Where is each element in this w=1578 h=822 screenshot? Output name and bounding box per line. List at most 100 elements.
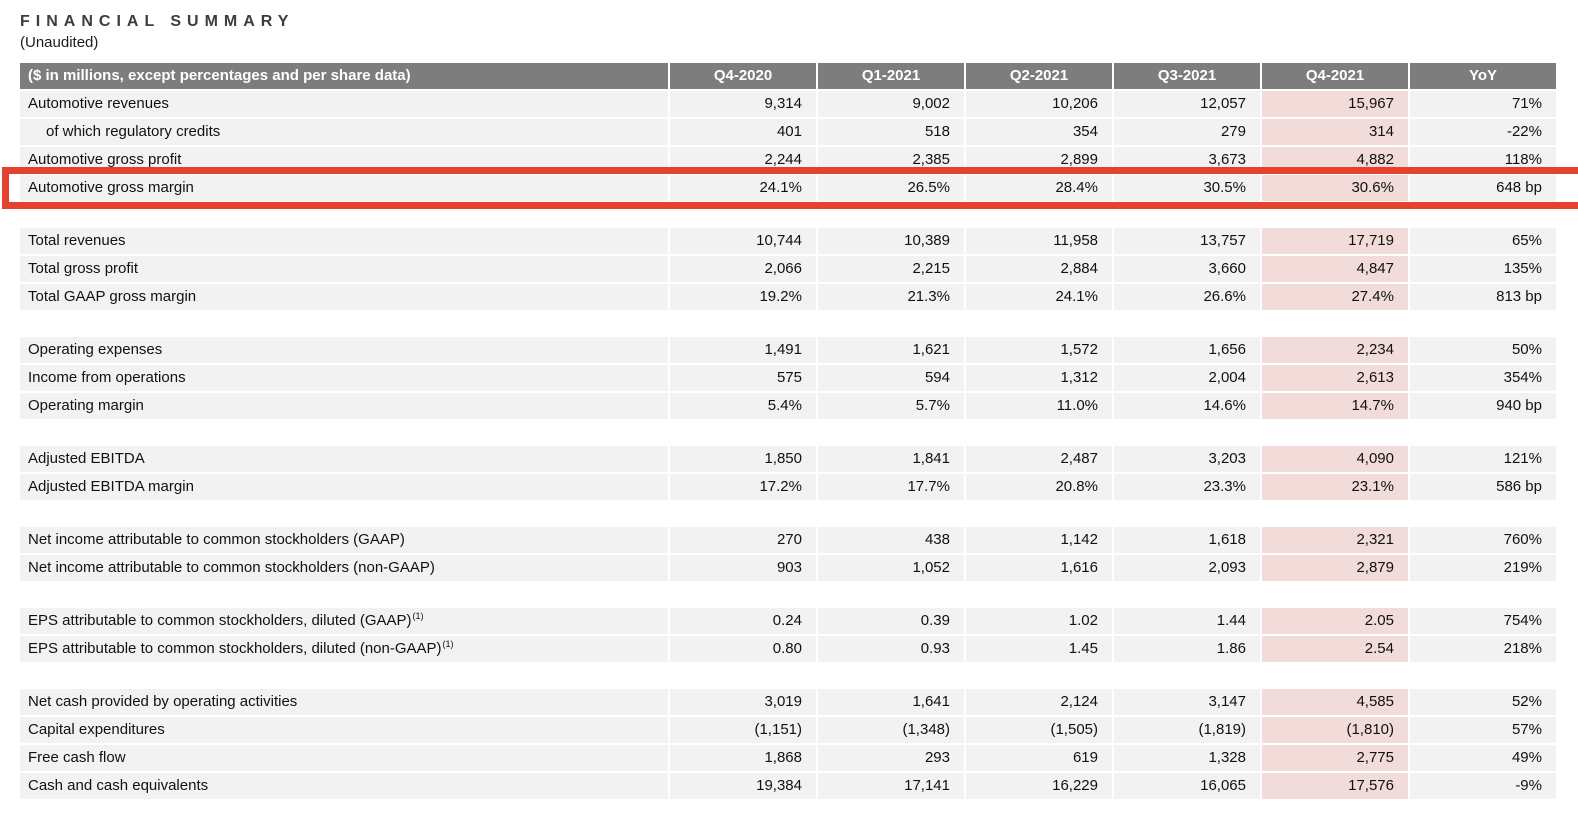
cell-q3-2021: 279 (1112, 119, 1260, 145)
cell-q1-2021: 21.3% (816, 284, 964, 310)
row-label: Income from operations (20, 365, 668, 391)
cell-q4-2021: 2,613 (1260, 365, 1408, 391)
cell-yoy: 57% (1408, 717, 1556, 743)
cell-q1-2021: (1,348) (816, 717, 964, 743)
table-row: Cash and cash equivalents 19,384 17,141 16,… (20, 773, 1556, 799)
table-row: Automotive revenues 9,314 9,002 10,206 12,05… (20, 91, 1556, 117)
table-row: Operating margin 5.4% 5.7% 11.0% 14.6% 14.7% 9… (20, 393, 1556, 419)
table-row: Automotive gross margin 24.1% 26.5% 28.4% 30… (2, 167, 1578, 209)
cell-yoy: 940 bp (1408, 393, 1556, 419)
table-section: Operating expenses 1,491 1,621 1,572 1,656 2,… (20, 337, 1556, 419)
cell-q2-2021: 10,206 (964, 91, 1112, 117)
cell-q2-2021: 1.02 (964, 608, 1112, 634)
cell-q4-2021: 4,882 (1260, 147, 1408, 173)
header-col-q4-2020: Q4-2020 (668, 63, 816, 89)
header-col-q3-2021: Q3-2021 (1112, 63, 1260, 89)
cell-q1-2021: 17.7% (816, 474, 964, 500)
table-row: of which regulatory credits 401 518 354 279 3… (20, 119, 1556, 145)
table-row: EPS attributable to common stockholders,… (20, 636, 1556, 662)
cell-q4-2020: 19,384 (668, 773, 816, 799)
cell-q3-2021: 1,656 (1112, 337, 1260, 363)
cell-q4-2020: (1,151) (668, 717, 816, 743)
table-row: Automotive gross profit 2,244 2,385 2,899 3,… (20, 147, 1556, 173)
cell-q4-2021: 2,879 (1260, 555, 1408, 581)
cell-q2-2021: 2,899 (964, 147, 1112, 173)
cell-q4-2020: 17.2% (668, 474, 816, 500)
cell-q2-2021: 1,312 (964, 365, 1112, 391)
cell-yoy: 760% (1408, 527, 1556, 553)
cell-q2-2021: 619 (964, 745, 1112, 771)
cell-q4-2020: 19.2% (668, 284, 816, 310)
cell-yoy: 71% (1408, 91, 1556, 117)
table-section: Total revenues 10,744 10,389 11,958 13,757 17… (20, 228, 1556, 310)
table-row: EPS attributable to common stockholders,… (20, 608, 1556, 634)
cell-q2-2021: 20.8% (964, 474, 1112, 500)
cell-yoy: 813 bp (1408, 284, 1556, 310)
cell-q1-2021: 9,002 (816, 91, 964, 117)
header-col-yoy: YoY (1408, 63, 1556, 89)
cell-q4-2021: 2,321 (1260, 527, 1408, 553)
cell-yoy: 52% (1408, 689, 1556, 715)
cell-q3-2021: 1.44 (1112, 608, 1260, 634)
cell-q2-2021: 11.0% (964, 393, 1112, 419)
cell-q4-2021: 4,847 (1260, 256, 1408, 282)
cell-q3-2021: 14.6% (1112, 393, 1260, 419)
cell-q3-2021: 3,203 (1112, 446, 1260, 472)
cell-q4-2021: 2,234 (1260, 337, 1408, 363)
cell-q4-2021: 23.1% (1260, 474, 1408, 500)
cell-q4-2021: 30.6% (1260, 175, 1408, 201)
cell-q3-2021: 12,057 (1112, 91, 1260, 117)
table-section: Automotive revenues 9,314 9,002 10,206 12,05… (2, 91, 1578, 209)
table-row: Total revenues 10,744 10,389 11,958 13,757 17… (20, 228, 1556, 254)
cell-q2-2021: (1,505) (964, 717, 1112, 743)
cell-q3-2021: (1,819) (1112, 717, 1260, 743)
footnote-marker: (1) (412, 611, 424, 621)
cell-q3-2021: 26.6% (1112, 284, 1260, 310)
cell-q4-2021: (1,810) (1260, 717, 1408, 743)
cell-yoy: 135% (1408, 256, 1556, 282)
cell-q1-2021: 17,141 (816, 773, 964, 799)
cell-q4-2021: 2.54 (1260, 636, 1408, 662)
row-label: Capital expenditures (20, 717, 668, 743)
cell-q1-2021: 0.93 (816, 636, 964, 662)
cell-q4-2020: 1,868 (668, 745, 816, 771)
cell-q4-2020: 24.1% (668, 175, 816, 201)
table-section: Net income attributable to common stockh… (20, 527, 1556, 581)
cell-q4-2020: 1,491 (668, 337, 816, 363)
page-subtitle: (Unaudited) (20, 34, 99, 51)
table-row: Operating expenses 1,491 1,621 1,572 1,656 2,… (20, 337, 1556, 363)
cell-q4-2021: 15,967 (1260, 91, 1408, 117)
cell-q1-2021: 1,841 (816, 446, 964, 472)
cell-q2-2021: 16,229 (964, 773, 1112, 799)
table-section: EPS attributable to common stockholders,… (20, 608, 1556, 662)
page-title: FINANCIAL SUMMARY (20, 13, 295, 30)
cell-q4-2020: 3,019 (668, 689, 816, 715)
row-label: Net income attributable to common stockh… (20, 555, 668, 581)
cell-yoy: 50% (1408, 337, 1556, 363)
row-label: Total revenues (20, 228, 668, 254)
cell-q2-2021: 1,572 (964, 337, 1112, 363)
cell-q2-2021: 2,124 (964, 689, 1112, 715)
header-col-q4-2021: Q4-2021 (1260, 63, 1408, 89)
row-label: Net income attributable to common stockh… (20, 527, 668, 553)
cell-q1-2021: 1,052 (816, 555, 964, 581)
row-label: Automotive gross profit (20, 147, 668, 173)
cell-q2-2021: 1,142 (964, 527, 1112, 553)
table-body: Automotive revenues 9,314 9,002 10,206 12,05… (2, 91, 1578, 799)
cell-q4-2020: 401 (668, 119, 816, 145)
table-row: Net cash provided by operating activitie… (20, 689, 1556, 715)
cell-q4-2020: 270 (668, 527, 816, 553)
table-row: Total GAAP gross margin 19.2% 21.3% 24.1% 26… (20, 284, 1556, 310)
table-row: Net income attributable to common stockh… (20, 527, 1556, 553)
cell-q4-2020: 903 (668, 555, 816, 581)
table-section: Net cash provided by operating activitie… (20, 689, 1556, 799)
cell-yoy: 121% (1408, 446, 1556, 472)
cell-q4-2021: 14.7% (1260, 393, 1408, 419)
cell-q4-2021: 17,576 (1260, 773, 1408, 799)
cell-q3-2021: 16,065 (1112, 773, 1260, 799)
cell-q4-2020: 0.80 (668, 636, 816, 662)
cell-yoy: 354% (1408, 365, 1556, 391)
cell-q3-2021: 3,673 (1112, 147, 1260, 173)
cell-q1-2021: 438 (816, 527, 964, 553)
row-label: Net cash provided by operating activitie… (20, 689, 668, 715)
